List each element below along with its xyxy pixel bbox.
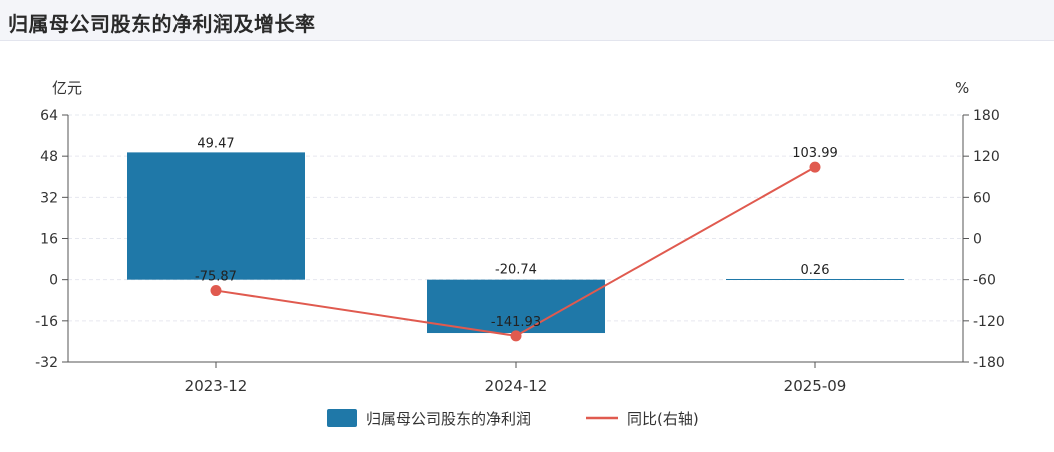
legend: 归属母公司股东的净利润 同比(右轴) bbox=[327, 409, 699, 428]
bar bbox=[427, 279, 605, 334]
line-series bbox=[210, 161, 821, 342]
axes: 64 48 32 16 0 -16 -32 亿元 180 120 60 0 -60 -120 -180% 20… bbox=[35, 79, 1005, 395]
bar bbox=[127, 152, 305, 280]
bar-value-label: 49.47 bbox=[197, 136, 234, 151]
left-tick-label: 16 bbox=[40, 232, 58, 248]
right-tick-label: -180 bbox=[973, 355, 1005, 371]
right-tick-label: 120 bbox=[973, 149, 1000, 165]
right-tick-label: 60 bbox=[973, 190, 991, 206]
bar bbox=[726, 278, 904, 280]
chart-header: 归属母公司股东的净利润及增长率 bbox=[0, 0, 1054, 41]
bar-series bbox=[127, 152, 904, 334]
legend-bar-label: 归属母公司股东的净利润 bbox=[366, 410, 531, 428]
growth-point bbox=[210, 285, 222, 297]
x-tick-label: 2025-09 bbox=[784, 377, 847, 395]
bar-value-label: -20.74 bbox=[495, 263, 537, 278]
right-tick-label: -120 bbox=[973, 314, 1005, 330]
x-tick-label: 2023-12 bbox=[185, 377, 248, 395]
growth-point bbox=[809, 161, 821, 173]
bar-value-label: 0.26 bbox=[801, 263, 830, 278]
right-tick-label: -60 bbox=[973, 273, 996, 289]
x-tick-label: 2024-12 bbox=[485, 377, 548, 395]
legend-line-label: 同比(右轴) bbox=[627, 410, 699, 428]
left-tick-label: 64 bbox=[40, 108, 58, 124]
left-tick-label: 0 bbox=[49, 273, 58, 289]
legend-bar-swatch bbox=[327, 409, 357, 427]
right-tick-label: 0 bbox=[973, 232, 982, 248]
left-axis-unit: 亿元 bbox=[52, 79, 82, 97]
right-axis-unit: % bbox=[955, 79, 969, 97]
left-tick-label: -32 bbox=[35, 355, 58, 371]
line-value-label: -75.87 bbox=[195, 270, 237, 285]
data-labels: 49.47 -20.74 0.26 -75.87 -141.93 103.99 bbox=[195, 136, 838, 329]
right-tick-label: 180 bbox=[973, 108, 1000, 124]
left-tick-label: 32 bbox=[40, 190, 58, 206]
line-value-label: 103.99 bbox=[792, 146, 838, 161]
chart-title: 归属母公司股东的净利润及增长率 bbox=[8, 12, 316, 36]
left-tick-label: 48 bbox=[40, 149, 58, 165]
line-value-label: -141.93 bbox=[491, 315, 541, 330]
left-tick-label: -16 bbox=[35, 314, 58, 330]
growth-point bbox=[510, 330, 522, 342]
